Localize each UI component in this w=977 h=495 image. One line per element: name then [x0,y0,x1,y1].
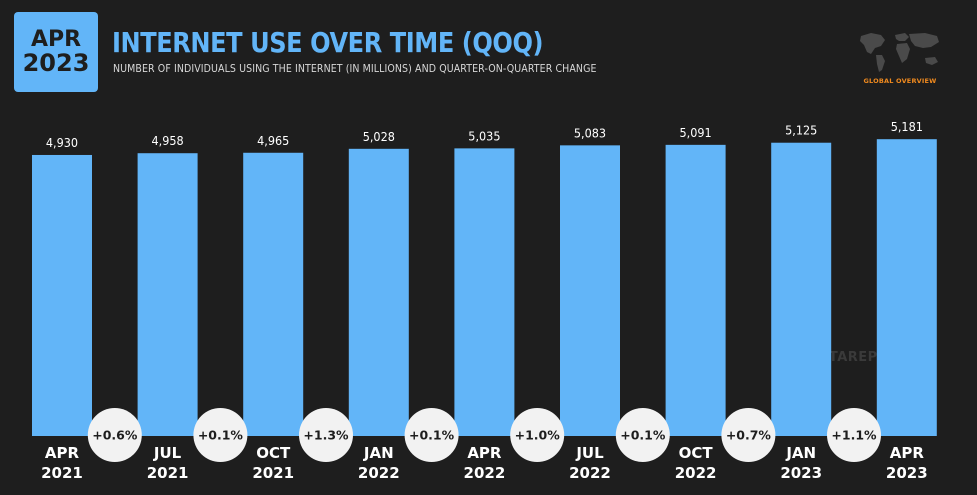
change-circle-2 [193,408,248,462]
category-label-month-5: APR [467,444,502,462]
category-label-year-3: 2021 [252,464,294,482]
category-label-year-8: 2023 [780,464,822,482]
global-overview-label: GLOBAL OVERVIEW [863,77,937,85]
value-label-6: 5,083 [574,125,606,140]
bar-7 [665,144,726,436]
value-label-8: 5,125 [785,123,817,138]
chart-subtitle: NUMBER OF INDIVIDUALS USING THE INTERNET… [113,63,597,75]
bar-2 [137,153,198,436]
category-label-year-6: 2022 [569,464,611,482]
change-label-7: +0.7% [726,428,772,443]
value-label-5: 5,035 [468,128,500,143]
change-label-1: +0.6% [92,428,138,443]
value-label-9: 5,181 [891,119,923,134]
category-label-year-5: 2022 [464,464,506,482]
change-circle-1 [87,408,142,462]
change-label-8: +1.1% [831,428,877,443]
change-label-4: +0.1% [409,428,455,443]
badge-month: APR [30,26,82,52]
category-label-month-1: APR [45,444,80,462]
badge-year: 2023 [22,48,90,77]
change-label-6: +0.1% [620,428,666,443]
change-circle-6 [615,408,670,462]
bar-6 [560,145,620,436]
bar-4 [348,148,409,436]
category-label-year-7: 2022 [675,464,717,482]
category-label-month-2: JUL [153,444,182,462]
value-label-2: 4,958 [152,133,184,148]
category-label-month-8: JAN [785,444,816,462]
category-label-year-9: 2023 [886,464,928,482]
category-label-month-3: OCT [256,444,291,462]
category-label-month-4: JAN [363,444,394,462]
category-label-month-7: OCT [679,444,714,462]
change-circle-7 [721,408,776,462]
change-circle-3 [299,408,353,462]
change-label-5: +1.0% [515,428,561,443]
bar-3 [243,152,304,436]
world-map-icon [860,33,939,72]
change-circle-4 [404,408,459,462]
category-label-year-2: 2021 [147,464,189,482]
value-label-3: 4,965 [257,133,289,148]
bar-9 [876,139,937,437]
chart-title: INTERNET USE OVER TIME (QOQ) [112,26,544,59]
date-badge: APR 2023 [14,12,98,92]
category-label-month-6: JUL [575,444,604,462]
category-label-year-4: 2022 [358,464,400,482]
bar-8 [771,142,832,436]
value-label-7: 5,091 [680,125,712,140]
value-label-1: 4,930 [46,135,78,150]
category-label-month-9: APR [890,444,925,462]
change-label-2: +0.1% [198,428,244,443]
bar-1 [32,154,92,436]
category-label-year-1: 2021 [41,464,83,482]
change-circle-5 [510,408,565,462]
value-label-4: 5,028 [363,129,395,144]
change-label-3: +1.3% [303,428,349,443]
bar-5 [454,148,515,436]
change-circle-8 [827,408,881,462]
